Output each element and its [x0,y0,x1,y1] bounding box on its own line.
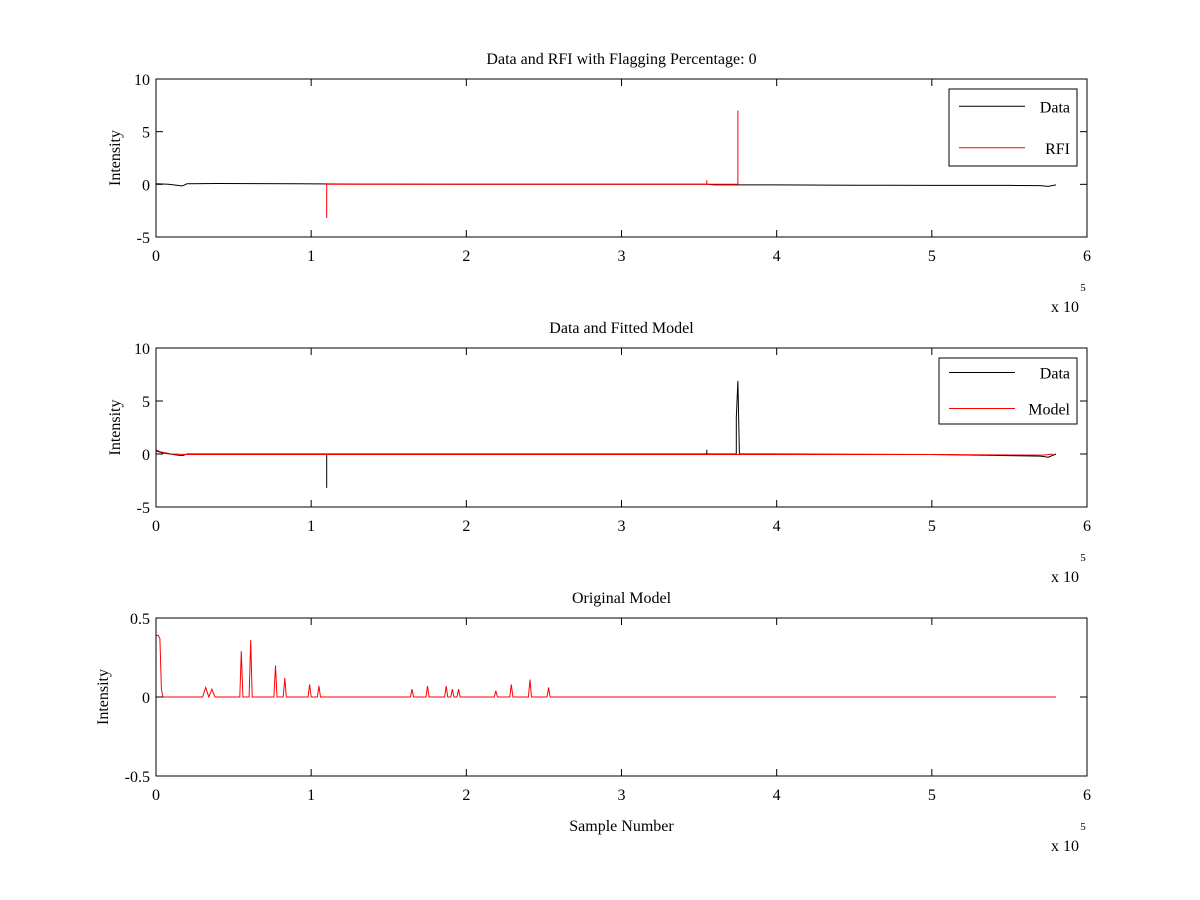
series-line-model [156,449,1053,456]
y-tick-label: -0.5 [125,769,150,786]
x-multiplier-exponent: 5 [1080,282,1086,294]
y-tick-label: 0 [142,447,150,464]
legend-label: Model [1028,402,1070,419]
x-tick-label: 3 [618,787,626,804]
x-tick-label: 6 [1083,787,1091,804]
y-axis-label: Intensity [107,400,124,456]
y-tick-label: -5 [137,500,150,517]
x-multiplier: x 10 [1051,299,1079,316]
subplot-1: Data and RFI with Flagging Percentage: 0… [107,51,1091,316]
x-tick-label: 3 [618,518,626,535]
x-tick-label: 0 [152,248,160,265]
x-tick-label: 2 [462,248,470,265]
x-tick-label: 5 [928,518,936,535]
plot-title: Data and RFI with Flagging Percentage: 0 [486,51,756,68]
y-tick-label: 0 [142,177,150,194]
series-group [156,634,1056,699]
legend: Data Model [938,357,1078,425]
series-line-rfi [326,110,739,218]
y-tick-label: 5 [142,125,150,142]
x-tick-label: 4 [773,787,781,804]
x-tick-label: 1 [307,248,315,265]
x-tick-label: 6 [1083,248,1091,265]
series-group [156,110,1057,218]
y-tick-label: 5 [142,394,150,411]
x-multiplier-exponent: 5 [1080,552,1086,564]
y-tick-label: -5 [137,230,150,247]
y-tick-label: 0.5 [130,611,150,628]
legend: Data RFI [948,88,1078,167]
x-tick-label: 4 [773,248,781,265]
x-tick-label: 4 [773,518,781,535]
x-multiplier: x 10 [1051,838,1079,855]
x-tick-label: 5 [928,787,936,804]
x-tick-label: 1 [307,518,315,535]
legend-label: RFI [1045,141,1070,158]
y-tick-label: 10 [134,341,150,358]
y-tick-label: 10 [134,72,150,89]
x-tick-label: 0 [152,518,160,535]
legend-label: Data [1040,99,1070,116]
series-group [156,380,1057,488]
x-tick-label: 2 [462,518,470,535]
legend-label: Data [1040,366,1070,383]
y-tick-label: 0 [142,690,150,707]
x-tick-label: 0 [152,787,160,804]
y-axis-label: Intensity [95,669,112,725]
x-axis-label: Sample Number [569,818,674,835]
x-tick-label: 5 [928,248,936,265]
x-multiplier: x 10 [1051,569,1079,586]
y-axis-label: Intensity [107,130,124,186]
x-tick-label: 2 [462,787,470,804]
x-tick-label: 6 [1083,518,1091,535]
plot-title: Data and Fitted Model [549,320,694,337]
series-line-model [156,634,1056,699]
x-tick-label: 3 [618,248,626,265]
x-multiplier-exponent: 5 [1080,821,1086,833]
plot-title: Original Model [572,590,672,607]
series-line-data [156,380,1057,488]
axes-box [155,78,1088,238]
legend-box [938,357,1078,425]
x-tick-label: 1 [307,787,315,804]
legend-box [948,88,1078,167]
